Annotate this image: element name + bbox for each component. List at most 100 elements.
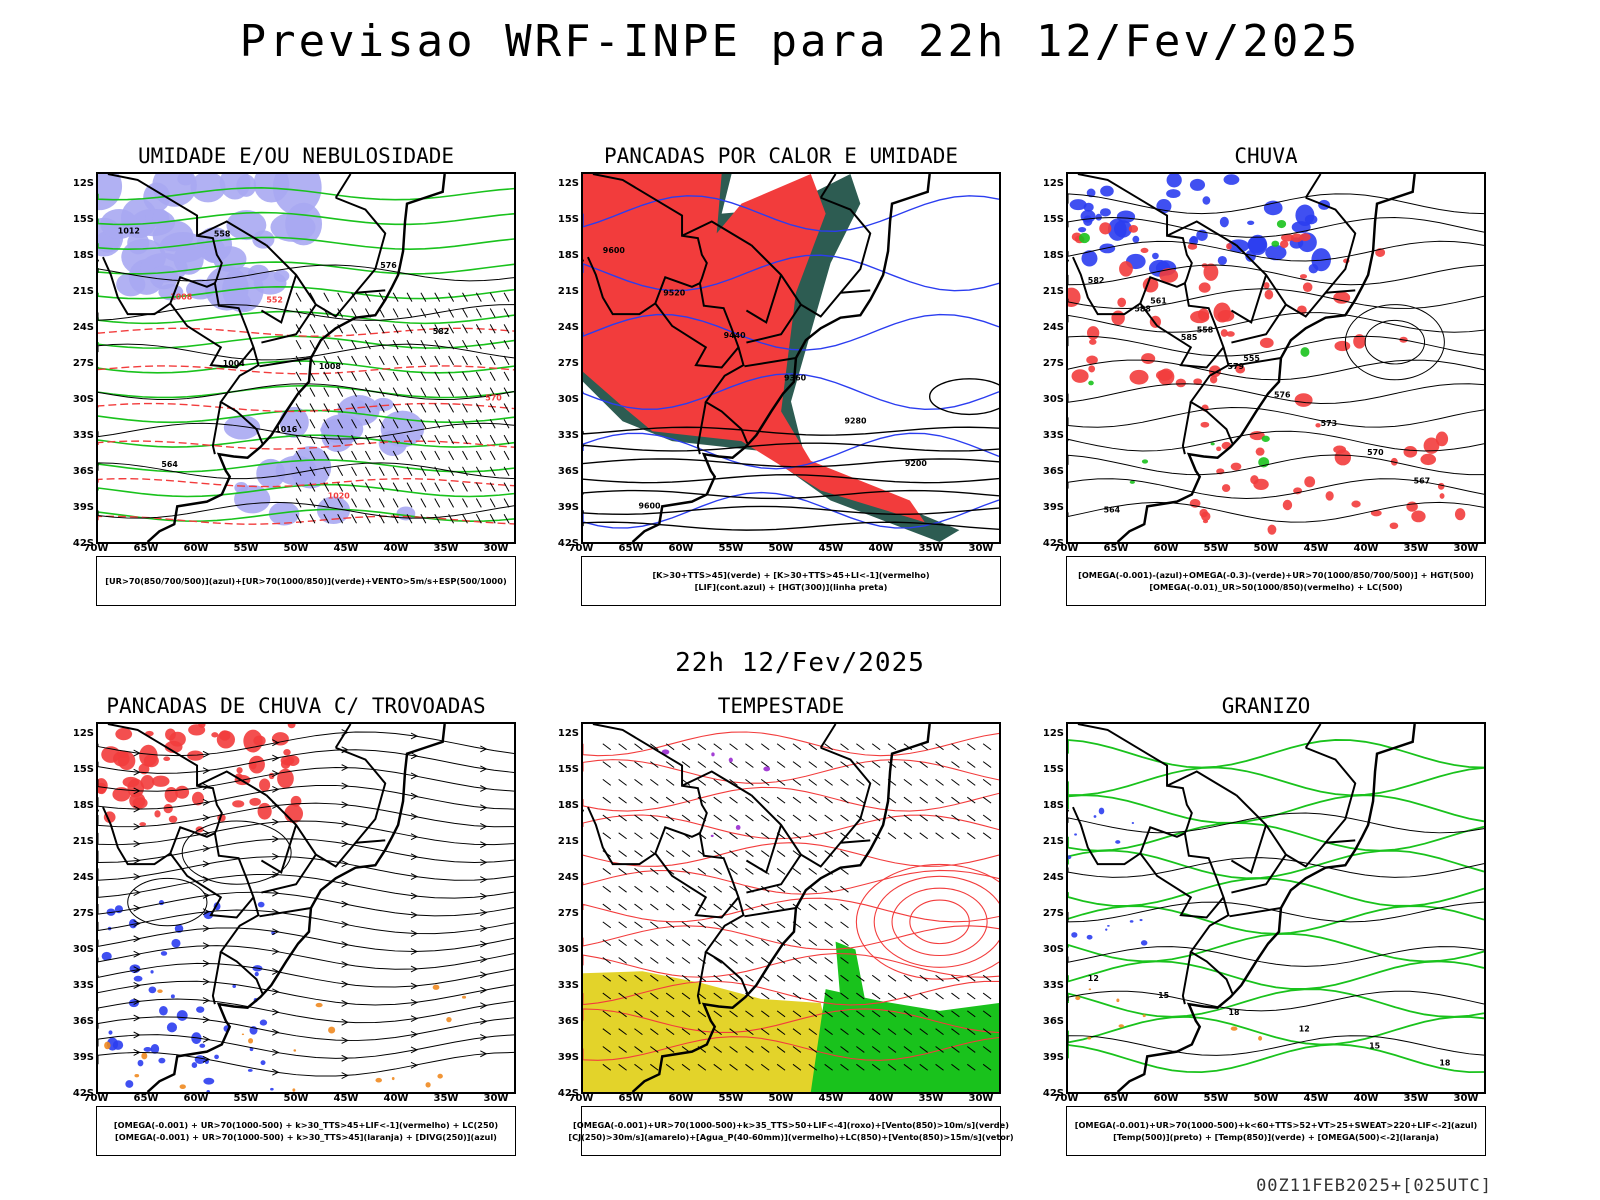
wind-vector (697, 1063, 707, 1071)
lat-tick-label: 15S (557, 764, 579, 775)
divergence-area-blue (143, 1046, 152, 1052)
map-chuva: 582 588 585 579 576 573 570 567 564 561 558 555 (1066, 172, 1486, 544)
wind-vector (351, 419, 357, 429)
wind-vector (378, 371, 385, 381)
omega-area-red (1088, 365, 1096, 373)
hail-fields: 12 15 18 12 15 18 (1068, 739, 1484, 1074)
contour-line (1068, 217, 1484, 238)
contour-line (583, 521, 999, 531)
storm-area-purple (735, 825, 741, 830)
border-line (211, 951, 222, 1005)
wind-vector (935, 832, 944, 840)
border-line (587, 806, 701, 866)
contour-label: 567 (1414, 477, 1431, 486)
storm-area-red (163, 803, 173, 814)
wind-vector (745, 1063, 754, 1071)
wind-vector (760, 1028, 770, 1036)
wind-vector (392, 482, 399, 492)
wind-vector (323, 371, 330, 381)
omega-area-red (1198, 308, 1210, 321)
legend-umidade: [UR>70(850/700/500)](azul)+[UR>70(1000/8… (96, 556, 516, 606)
contour-line (1068, 794, 1484, 824)
wind-vector (665, 761, 675, 768)
wind-vector (618, 850, 627, 857)
contour-line (583, 313, 999, 351)
legend-pancadas-calor: [K>30+TTS>45](verde) + [K>30+TTS>45+LI<-… (581, 556, 1001, 606)
wind-vector (871, 814, 881, 822)
wind-vector (967, 761, 976, 768)
wind-vector (713, 992, 722, 1000)
lat-tick-label: 21S (1042, 286, 1064, 297)
map-granizo: 12 15 18 12 15 18 (1066, 722, 1486, 1094)
wind-vector (887, 974, 897, 982)
omega-area-blue (1189, 178, 1206, 191)
wind-vector (824, 974, 833, 982)
border-line (1189, 347, 1234, 444)
wind-vector (406, 387, 413, 397)
lon-tick-label: 60W (1153, 1093, 1179, 1104)
wind-vector (634, 743, 643, 751)
wind-vector (406, 324, 413, 334)
contour-line (1068, 766, 1484, 797)
flow-arrow (341, 941, 349, 948)
lat-tick-label: 18S (72, 800, 94, 811)
flow-arrow (133, 768, 141, 776)
contour-line (1068, 406, 1484, 428)
wind-vector (337, 355, 344, 366)
wind-vector (650, 868, 659, 875)
border-line (592, 724, 708, 834)
lat-tick-label: 21S (72, 836, 94, 847)
flow-arrow (272, 988, 280, 996)
wind-vector (903, 761, 913, 768)
wind-vector (462, 308, 468, 318)
wind-vector (364, 387, 371, 397)
wind-vector (295, 419, 302, 429)
wind-vector (448, 482, 455, 492)
contour-line (583, 505, 999, 515)
wind-vector (503, 514, 510, 524)
omega-area-red (1230, 462, 1242, 471)
storm-area-red (98, 782, 107, 795)
omega-area-red (1249, 430, 1265, 441)
flow-arrow (133, 823, 141, 831)
border-line (1325, 289, 1356, 294)
wind-vector (808, 903, 818, 911)
lon-tick-label: 60W (668, 1093, 694, 1104)
contour-line (583, 373, 999, 411)
omega-area-red (1111, 310, 1125, 326)
wind-vector (351, 403, 357, 413)
contour-line (98, 335, 514, 349)
omega-area-blue (1095, 213, 1102, 221)
panel-title: UMIDADE E/OU NEBULOSIDADE (137, 144, 455, 168)
wind-vector (475, 419, 482, 429)
wind-vector (887, 1010, 897, 1018)
flow-arrow (202, 860, 211, 868)
wind-vector (475, 371, 482, 381)
wind-vector (475, 498, 482, 508)
wind-vector (602, 1063, 612, 1071)
storm-area-red (187, 750, 204, 761)
omega-area-blue (1265, 244, 1287, 261)
wind-vector (840, 885, 849, 893)
wind-vector (792, 779, 802, 786)
border-line (265, 196, 387, 318)
divergence-area-blue (232, 984, 237, 989)
omega-area-red (1253, 478, 1269, 491)
storm-area-orange (141, 1052, 148, 1060)
lat-tick-label: 24S (72, 872, 94, 883)
wind-vector (406, 466, 413, 476)
wind-vector (434, 371, 441, 381)
divergence-area-blue (159, 1005, 168, 1016)
streamline (98, 909, 514, 935)
lat-tick-label: 24S (1042, 872, 1064, 883)
contour-line (98, 477, 514, 488)
moisture-area-blue (152, 209, 170, 228)
wind-vector (434, 339, 441, 350)
omega-area-red (1193, 378, 1203, 385)
flow-arrow (480, 1002, 488, 1010)
lon-tick-label: 55W (233, 543, 259, 554)
wind-vector (919, 1028, 928, 1036)
wind-vector (475, 355, 482, 366)
wind-vector (729, 1028, 738, 1036)
wind-vector (887, 1046, 897, 1053)
